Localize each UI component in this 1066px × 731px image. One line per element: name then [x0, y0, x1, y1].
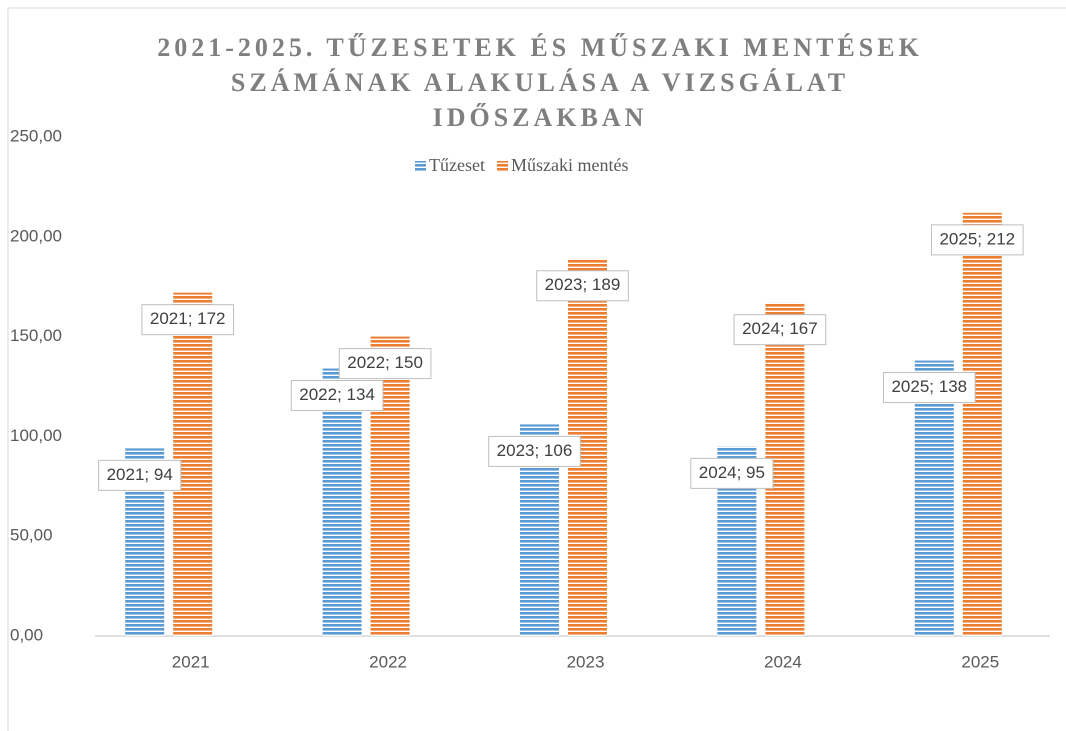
chart-title: 2021-2025. TŰZESETEK ÉS MŰSZAKI MENTÉSEK [157, 33, 923, 62]
data-label: 2024; 95 [690, 457, 774, 489]
y-tick-label: 200,00 [10, 226, 62, 245]
data-label-box [536, 270, 629, 302]
legend-label: Műszaki mentés [511, 155, 628, 175]
data-label-box [290, 380, 384, 412]
y-tick-label: 250,00 [10, 126, 62, 145]
legend-label: Tűzeset [429, 155, 485, 175]
data-label-text: 2021; 172 [150, 309, 226, 328]
data-label-box [338, 348, 432, 380]
data-label-text: 2024; 95 [699, 463, 765, 482]
data-label-box [488, 435, 581, 467]
bar [962, 212, 1002, 636]
data-label: 2023; 106 [488, 435, 581, 467]
y-tick-label: 0,00 [10, 625, 43, 644]
data-label-text: 2021; 94 [107, 465, 173, 484]
data-label: 2021; 172 [141, 304, 235, 336]
legend-swatch [415, 161, 426, 172]
data-label-text: 2025; 212 [939, 229, 1015, 248]
data-label: 2022; 150 [338, 348, 432, 380]
chart-title: SZÁMÁNAK ALAKULÁSA A VIZSGÁLAT [231, 68, 849, 97]
x-tick-label: 2025 [961, 652, 999, 671]
data-label-box [930, 224, 1024, 256]
data-label: 2023; 189 [536, 270, 629, 302]
data-label-box [690, 457, 774, 489]
legend-swatch [496, 161, 508, 172]
bar [322, 368, 362, 636]
x-tick-label: 2024 [764, 652, 802, 671]
bar [914, 360, 954, 636]
x-tick-label: 2021 [172, 652, 210, 671]
data-label-text: 2025; 138 [891, 377, 967, 396]
data-label-box [141, 304, 235, 336]
y-tick-label: 50,00 [10, 526, 53, 545]
chart-title: IDŐSZAKBAN [433, 103, 648, 132]
data-label-box [882, 372, 976, 404]
data-label-text: 2022; 150 [347, 353, 423, 372]
y-tick-label: 150,00 [10, 326, 62, 345]
data-label-box [733, 314, 827, 346]
y-tick-label: 100,00 [10, 426, 62, 445]
chart-frame [7, 7, 1066, 731]
x-tick-label: 2022 [369, 652, 407, 671]
data-label-text: 2022; 134 [299, 385, 375, 404]
data-label-box [98, 459, 182, 491]
data-label-text: 2023; 106 [497, 441, 573, 460]
data-label: 2025; 138 [882, 372, 976, 404]
data-label: 2021; 94 [98, 459, 182, 491]
data-label: 2024; 167 [733, 314, 827, 346]
data-label-text: 2023; 189 [545, 275, 621, 294]
data-label-text: 2024; 167 [742, 319, 818, 338]
x-tick-label: 2023 [567, 652, 605, 671]
data-label: 2025; 212 [930, 224, 1024, 256]
data-label: 2022; 134 [290, 380, 384, 412]
